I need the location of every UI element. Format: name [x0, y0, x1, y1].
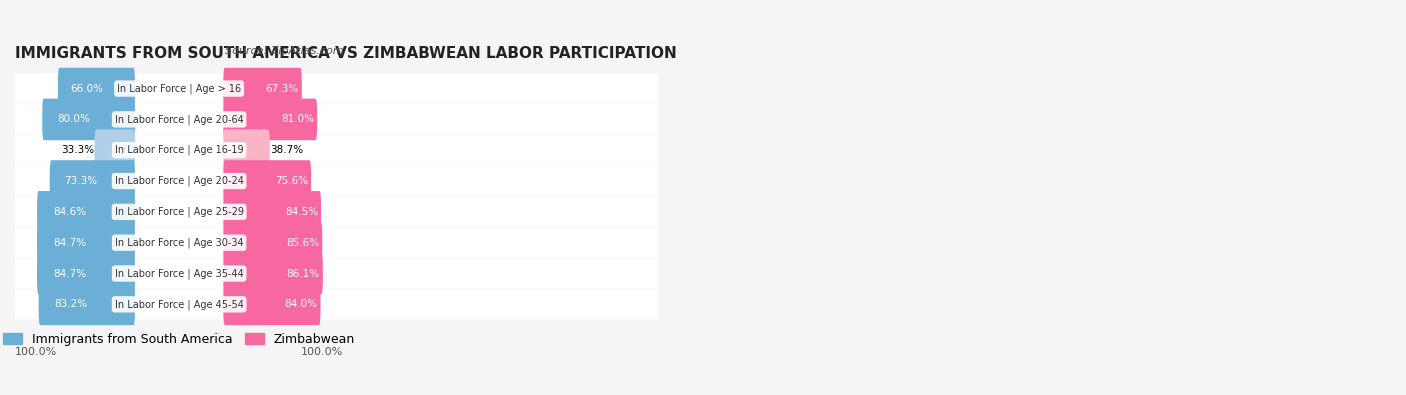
FancyBboxPatch shape [94, 130, 135, 171]
Text: 100.0%: 100.0% [301, 347, 343, 357]
Text: 38.7%: 38.7% [270, 145, 302, 155]
Text: 85.6%: 85.6% [285, 238, 319, 248]
Text: 100.0%: 100.0% [15, 347, 58, 357]
Text: 75.6%: 75.6% [274, 176, 308, 186]
Text: In Labor Force | Age 30-34: In Labor Force | Age 30-34 [115, 237, 243, 248]
Text: In Labor Force | Age 20-24: In Labor Force | Age 20-24 [115, 176, 243, 186]
FancyBboxPatch shape [224, 284, 321, 325]
Text: 84.7%: 84.7% [53, 238, 86, 248]
Text: In Labor Force | Age 20-64: In Labor Force | Age 20-64 [115, 114, 243, 125]
FancyBboxPatch shape [49, 160, 135, 202]
Text: In Labor Force | Age > 16: In Labor Force | Age > 16 [117, 83, 242, 94]
FancyBboxPatch shape [15, 104, 658, 134]
FancyBboxPatch shape [15, 228, 658, 258]
Text: In Labor Force | Age 16-19: In Labor Force | Age 16-19 [115, 145, 243, 156]
FancyBboxPatch shape [224, 160, 311, 202]
Text: 84.7%: 84.7% [53, 269, 86, 278]
Text: 83.2%: 83.2% [55, 299, 87, 309]
FancyBboxPatch shape [42, 99, 135, 140]
FancyBboxPatch shape [37, 191, 135, 233]
FancyBboxPatch shape [38, 284, 135, 325]
FancyBboxPatch shape [37, 222, 135, 263]
FancyBboxPatch shape [15, 166, 658, 196]
FancyBboxPatch shape [15, 135, 658, 166]
Text: 33.3%: 33.3% [62, 145, 94, 155]
Text: In Labor Force | Age 45-54: In Labor Force | Age 45-54 [115, 299, 243, 310]
FancyBboxPatch shape [15, 258, 658, 289]
Text: 84.5%: 84.5% [285, 207, 318, 217]
Text: In Labor Force | Age 25-29: In Labor Force | Age 25-29 [115, 207, 243, 217]
Legend: Immigrants from South America, Zimbabwean: Immigrants from South America, Zimbabwea… [0, 328, 360, 351]
FancyBboxPatch shape [224, 253, 323, 294]
Text: 81.0%: 81.0% [281, 115, 314, 124]
FancyBboxPatch shape [58, 68, 135, 109]
Text: 84.0%: 84.0% [284, 299, 318, 309]
Text: 84.6%: 84.6% [53, 207, 86, 217]
Text: Source: ZipAtlas.com: Source: ZipAtlas.com [225, 46, 343, 56]
Text: 67.3%: 67.3% [266, 84, 298, 94]
FancyBboxPatch shape [224, 191, 321, 233]
FancyBboxPatch shape [224, 130, 270, 171]
Text: 80.0%: 80.0% [58, 115, 90, 124]
FancyBboxPatch shape [15, 289, 658, 320]
FancyBboxPatch shape [224, 68, 302, 109]
FancyBboxPatch shape [15, 73, 658, 103]
FancyBboxPatch shape [15, 197, 658, 227]
Text: 86.1%: 86.1% [287, 269, 319, 278]
Text: In Labor Force | Age 35-44: In Labor Force | Age 35-44 [115, 268, 243, 279]
FancyBboxPatch shape [224, 222, 322, 263]
Text: 73.3%: 73.3% [63, 176, 97, 186]
FancyBboxPatch shape [224, 99, 318, 140]
FancyBboxPatch shape [37, 253, 135, 294]
Text: 66.0%: 66.0% [70, 84, 104, 94]
Text: IMMIGRANTS FROM SOUTH AMERICA VS ZIMBABWEAN LABOR PARTICIPATION: IMMIGRANTS FROM SOUTH AMERICA VS ZIMBABW… [15, 46, 676, 61]
